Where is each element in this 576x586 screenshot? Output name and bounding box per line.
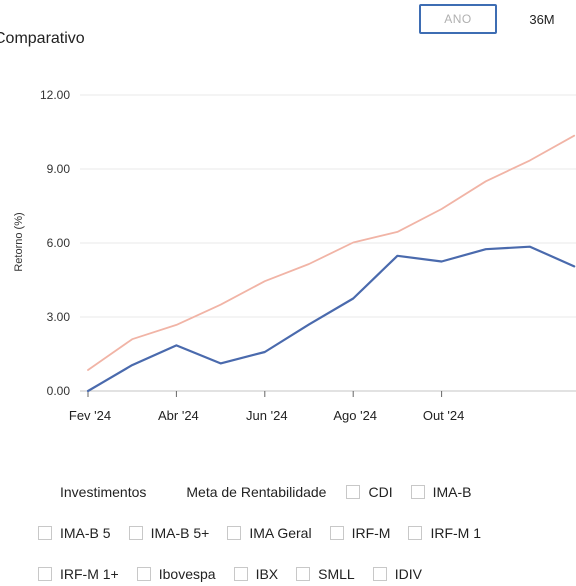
line-chart: 0.00 3.00 6.00 9.00 12.00 Fev '24 Abr '24 Jun …: [13, 88, 576, 423]
legend-label: IMA-B: [432, 484, 472, 500]
checkbox[interactable]: [38, 526, 52, 540]
series-line-investimentos: [86, 245, 576, 393]
x-tick-label: Ago '24: [333, 408, 377, 423]
series-line-meta-de-rentabilidade: [87, 134, 576, 371]
x-tick-label: Fev '24: [69, 408, 111, 423]
legend-row-3: IRF-M 1+ Ibovespa IBX SMLL IDIV: [38, 566, 440, 582]
y-tick-label: 6.00: [47, 236, 71, 250]
legend-label: IMA-B 5: [60, 525, 111, 541]
period-button-ano[interactable]: ANO: [419, 4, 497, 34]
checkbox[interactable]: [296, 567, 311, 581]
legend-label: CDI: [368, 484, 393, 500]
legend-smll[interactable]: SMLL: [296, 566, 355, 582]
period-button-36m[interactable]: 36M: [529, 11, 555, 27]
legend-label: IBX: [255, 566, 279, 582]
chart-title: Comparativo: [0, 30, 85, 47]
y-tick-label: 9.00: [47, 162, 71, 176]
checkbox[interactable]: [372, 567, 387, 581]
checkbox[interactable]: [233, 567, 248, 581]
legend-label: IRF-M 1: [430, 525, 482, 541]
legend-cdi[interactable]: CDI: [346, 484, 393, 500]
legend-ima-b-5[interactable]: IMA-B 5: [38, 525, 111, 541]
y-tick-label: 3.00: [47, 310, 71, 324]
chart-grid: [80, 94, 576, 392]
legend-ibx[interactable]: IBX: [233, 566, 279, 582]
legend-irf-m-1-plus[interactable]: IRF-M 1+: [38, 566, 119, 582]
checkbox[interactable]: [227, 526, 242, 540]
legend-label: Ibovespa: [158, 566, 216, 582]
period-toggle: ANO 36M: [419, 4, 576, 36]
legend-label: IRF-M: [351, 525, 391, 541]
checkbox[interactable]: [410, 485, 425, 499]
legend-ima-b[interactable]: IMA-B: [410, 484, 472, 500]
legend-label: IMA Geral: [249, 525, 312, 541]
y-tick-label: 0.00: [47, 384, 71, 398]
legend-ibovespa[interactable]: Ibovespa: [136, 566, 216, 582]
legend-label: IRF-M 1+: [60, 566, 119, 582]
legend-row-1: Investimentos Meta de Rentabilidade CDI …: [60, 484, 490, 500]
x-tick-label: Out '24: [423, 408, 465, 423]
y-axis-ticks: 0.00 3.00 6.00 9.00 12.00: [40, 88, 70, 398]
y-tick-label: 12.00: [40, 88, 70, 102]
legend-label: SMLL: [318, 566, 355, 582]
legend-ima-geral[interactable]: IMA Geral: [227, 525, 312, 541]
legend-idiv[interactable]: IDIV: [372, 566, 422, 582]
x-axis-ticks: Fev '24 Abr '24 Jun '24 Ago '24 Out '24: [69, 391, 464, 423]
checkbox[interactable]: [136, 567, 151, 581]
legend-label: Meta de Rentabilidade: [186, 484, 327, 500]
legend-label: IDIV: [394, 566, 422, 582]
x-tick-label: Abr '24: [158, 408, 199, 423]
checkbox[interactable]: [408, 526, 423, 540]
x-tick-label: Jun '24: [246, 408, 288, 423]
legend-ima-b-5-plus[interactable]: IMA-B 5+: [128, 525, 210, 541]
legend-row-2: IMA-B 5 IMA-B 5+ IMA Geral IRF-M IRF-M 1: [38, 525, 499, 541]
y-axis-label: Retorno (%): [13, 212, 25, 271]
legend-irf-m-1[interactable]: IRF-M 1: [408, 525, 481, 541]
checkbox[interactable]: [128, 526, 143, 540]
checkbox[interactable]: [346, 485, 361, 499]
legend-meta-rentabilidade[interactable]: Meta de Rentabilidade: [186, 484, 326, 500]
checkbox[interactable]: [329, 526, 344, 540]
chart-series: [86, 134, 576, 393]
legend-label: IMA-B 5+: [150, 525, 210, 541]
checkbox[interactable]: [38, 567, 52, 581]
legend-investimentos[interactable]: Investimentos: [60, 484, 146, 500]
legend-label: Investimentos: [60, 484, 147, 500]
legend-irf-m[interactable]: IRF-M: [329, 525, 391, 541]
